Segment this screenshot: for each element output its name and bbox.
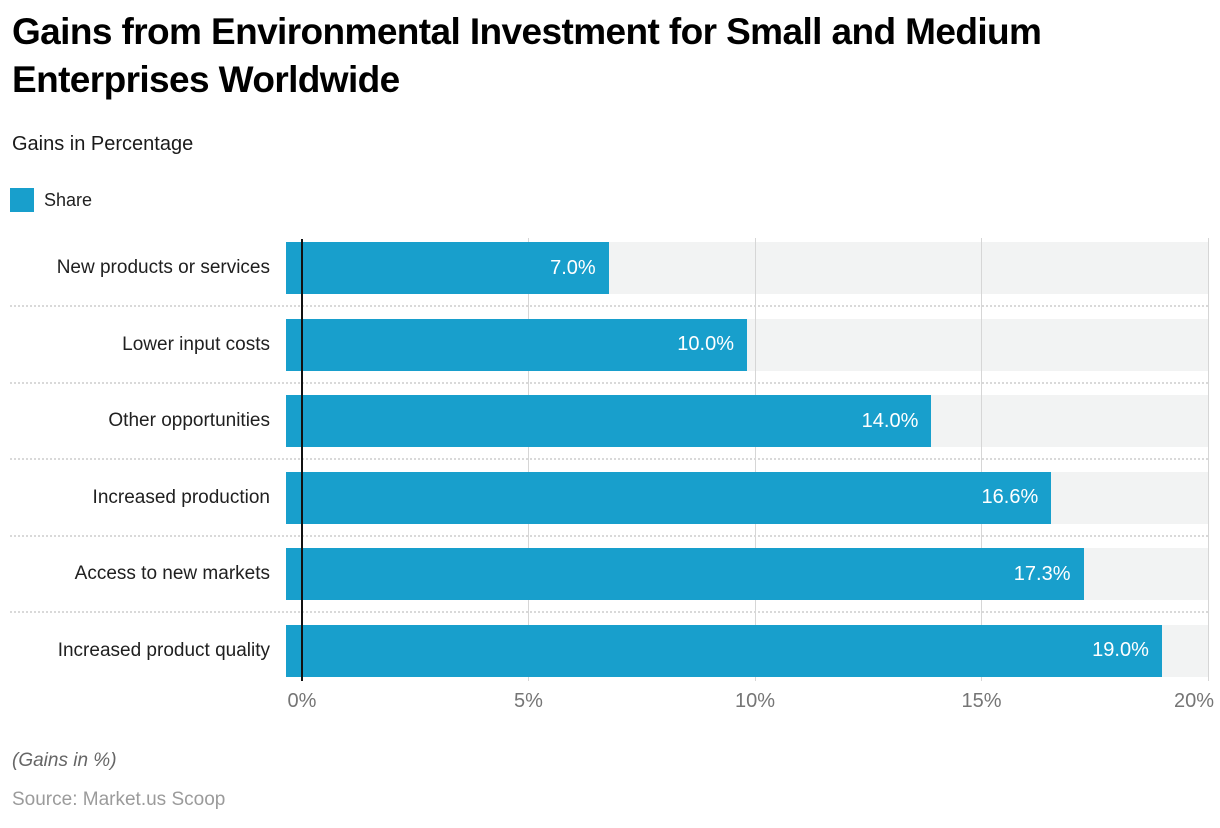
x-tick-label: 15%: [961, 690, 1002, 712]
bar-chart: New products or services 7.0% Lower inpu…: [10, 238, 1214, 712]
bar: 19.0%: [286, 624, 1162, 677]
bar: 10.0%: [286, 318, 747, 371]
bar-track: 10.0%: [286, 318, 1208, 371]
chart-row: Increased production 16.6%: [10, 471, 1208, 537]
footer-source: Source: Market.us Scoop: [12, 789, 226, 810]
x-tick-label: 0%: [287, 690, 317, 712]
bar-track: 17.3%: [286, 548, 1208, 601]
bar-value-label: 14.0%: [861, 409, 919, 432]
chart-row: Lower input costs 10.0%: [10, 318, 1208, 384]
category-label: Increased production: [92, 486, 270, 508]
legend: Share: [10, 188, 92, 212]
category-label: Increased product quality: [57, 639, 270, 661]
bar-value-label: 10.0%: [677, 333, 734, 356]
bar-track: 19.0%: [286, 624, 1208, 677]
category-label: Other opportunities: [108, 410, 270, 432]
x-axis: 0% 5% 10% 15% 20%: [288, 690, 1214, 720]
x-tick-label: 10%: [734, 690, 776, 712]
bar: 17.3%: [286, 548, 1084, 601]
x-tick-label: 20%: [1173, 690, 1215, 712]
legend-label: Share: [44, 189, 93, 210]
legend-swatch: [10, 188, 34, 212]
bar-value-label: 7.0%: [550, 256, 596, 279]
y-axis-line: [301, 239, 303, 681]
chart-row: Other opportunities 14.0%: [10, 395, 1208, 461]
footer-note: (Gains in %): [12, 750, 117, 771]
chart-subtitle: Gains in Percentage: [12, 133, 194, 155]
bar-value-label: 17.3%: [1013, 562, 1071, 585]
category-label: Lower input costs: [122, 333, 270, 355]
bar: 14.0%: [286, 395, 932, 448]
category-label: Access to new markets: [74, 563, 270, 585]
chart-row: Increased product quality 19.0%: [12, 624, 1208, 677]
bar-track: 16.6%: [286, 471, 1208, 524]
bar: 7.0%: [286, 242, 609, 294]
x-tick-label: 5%: [514, 690, 543, 712]
chart-row: New products or services 7.0%: [10, 242, 1208, 307]
page-title: Gains from Environmental Investment for …: [12, 11, 1042, 100]
bar-track: 7.0%: [286, 242, 1208, 294]
bar-value-label: 16.6%: [981, 486, 1039, 509]
bar-track: 14.0%: [286, 395, 1208, 448]
bar-value-label: 19.0%: [1092, 639, 1149, 662]
chart-row: Access to new markets 17.3%: [10, 548, 1208, 614]
category-label: New products or services: [56, 257, 270, 278]
bar: 16.6%: [286, 471, 1052, 524]
chart-rows: New products or services 7.0% Lower inpu…: [10, 242, 1208, 677]
